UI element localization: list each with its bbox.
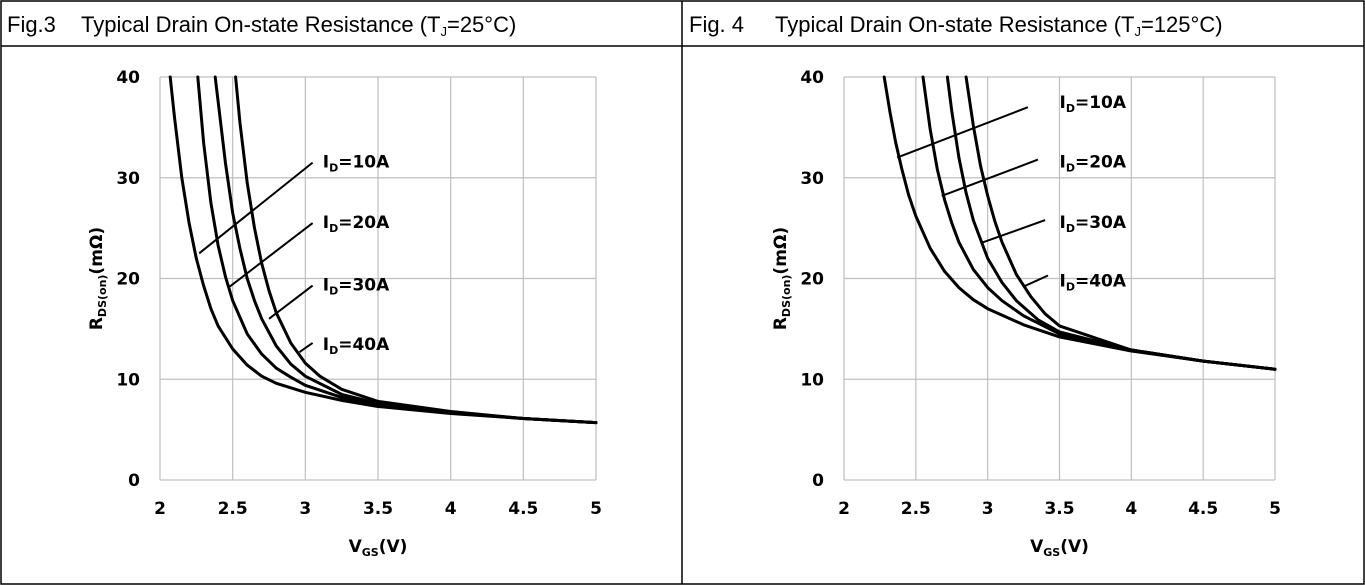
fig4-x-tick-label: 2 bbox=[838, 499, 850, 519]
fig3-x-tick-label: 4.5 bbox=[508, 499, 538, 519]
fig4-annotation-leader bbox=[980, 219, 1046, 245]
fig3-x-tick-label: 2 bbox=[154, 499, 166, 519]
fig3-x-tick-label: 5 bbox=[590, 499, 602, 519]
fig3-y-tick-label: 40 bbox=[116, 68, 140, 88]
fig3-annotation-leader bbox=[298, 342, 314, 353]
fig3-annotation-leader bbox=[268, 284, 314, 320]
fig4-y-tick-label: 20 bbox=[800, 270, 824, 290]
fig4-title: Fig. 4 Typical Drain On-state Resistance… bbox=[689, 12, 1223, 39]
fig4-series-1-line bbox=[882, 75, 1277, 371]
fig3-gridlines bbox=[159, 76, 597, 481]
fig4-y-tick-labels: 0 10 20 30 40 bbox=[800, 68, 824, 491]
fig3-series-4-line bbox=[234, 75, 598, 425]
fig3-x-tick-label: 4 bbox=[445, 499, 457, 519]
fig4-y-tick-label: 30 bbox=[800, 169, 824, 189]
fig4-x-tick-label: 3.5 bbox=[1044, 499, 1074, 519]
fig3-annotations: ID=10A ID=20A ID=30A ID=40A bbox=[198, 153, 390, 357]
fig3-y-tick-labels: 0 10 20 30 40 bbox=[116, 68, 140, 491]
fig3-annotation-leader bbox=[198, 161, 314, 255]
fig3-label: Fig.3 bbox=[7, 12, 56, 37]
fig3-curves bbox=[168, 75, 598, 425]
fig3-chart: ID=10A ID=20A ID=30A ID=40A 2 2.5 3 3.5 4 4.5 5 0… bbox=[87, 68, 602, 559]
fig4-annotations: ID=10A ID=20A ID=30A ID=40A bbox=[896, 93, 1127, 294]
fig4-gridlines bbox=[843, 76, 1276, 481]
fig4-y-axis-label: RDS(on)(mΩ) bbox=[771, 227, 793, 330]
fig4-series-label: ID=30A bbox=[1060, 213, 1127, 235]
fig4-x-axis-label: VGS(V) bbox=[1030, 537, 1089, 559]
fig4-x-tick-label: 4 bbox=[1125, 499, 1137, 519]
fig4-y-tick-label: 40 bbox=[800, 68, 824, 88]
fig3-y-tick-label: 30 bbox=[116, 169, 140, 189]
fig3-y-tick-label: 20 bbox=[116, 270, 140, 290]
fig3-x-tick-label: 3.5 bbox=[363, 499, 393, 519]
fig4-x-tick-label: 3 bbox=[982, 499, 994, 519]
fig4-series-label: ID=10A bbox=[1060, 93, 1127, 115]
fig3-title: Fig.3 Typical Drain On-state Resistance … bbox=[7, 12, 516, 39]
fig3-x-tick-label: 3 bbox=[299, 499, 311, 519]
fig3-x-axis-label: VGS(V) bbox=[349, 537, 408, 559]
fig4-x-tick-label: 5 bbox=[1269, 499, 1281, 519]
fig4-annotation-leader bbox=[1023, 274, 1049, 288]
fig3-annotation-leader bbox=[229, 222, 314, 288]
fig4-label: Fig. 4 bbox=[689, 12, 744, 37]
fig4-title-text: Typical Drain On-state Resistance (TJ=12… bbox=[775, 12, 1223, 39]
fig4-annotation-leader bbox=[896, 106, 1029, 159]
fig3-series-label: ID=20A bbox=[323, 213, 390, 235]
fig4-annotation-leader bbox=[941, 158, 1039, 197]
fig3-series-label: ID=40A bbox=[323, 335, 390, 357]
fig4-y-tick-label: 10 bbox=[800, 370, 824, 390]
fig3-y-tick-label: 0 bbox=[128, 471, 140, 491]
fig4-curves bbox=[882, 75, 1277, 371]
fig3-y-tick-label: 10 bbox=[116, 370, 140, 390]
fig3-y-axis-label: RDS(on)(mΩ) bbox=[87, 227, 109, 330]
fig3-x-tick-labels: 2 2.5 3 3.5 4 4.5 5 bbox=[154, 499, 602, 519]
fig4-series-label: ID=20A bbox=[1060, 153, 1127, 175]
fig3-x-tick-label: 2.5 bbox=[218, 499, 248, 519]
fig4-y-tick-label: 0 bbox=[812, 471, 824, 491]
fig4-x-tick-label: 4.5 bbox=[1188, 499, 1218, 519]
fig3-series-1-line bbox=[168, 75, 598, 425]
fig3-series-label: ID=30A bbox=[323, 276, 390, 298]
fig3-series-3-line bbox=[213, 75, 598, 425]
fig4-x-tick-labels: 2 2.5 3 3.5 4 4.5 5 bbox=[838, 499, 1281, 519]
fig4-chart: ID=10A ID=20A ID=30A ID=40A 2 2.5 3 3.5 4 4.5 5 0… bbox=[771, 68, 1281, 559]
fig4-x-tick-label: 2.5 bbox=[901, 499, 931, 519]
fig3-title-text: Typical Drain On-state Resistance (TJ=25… bbox=[81, 12, 516, 39]
fig4-series-label: ID=40A bbox=[1060, 272, 1127, 294]
fig4-series-4-line bbox=[964, 75, 1277, 371]
fig3-series-label: ID=10A bbox=[323, 153, 390, 175]
